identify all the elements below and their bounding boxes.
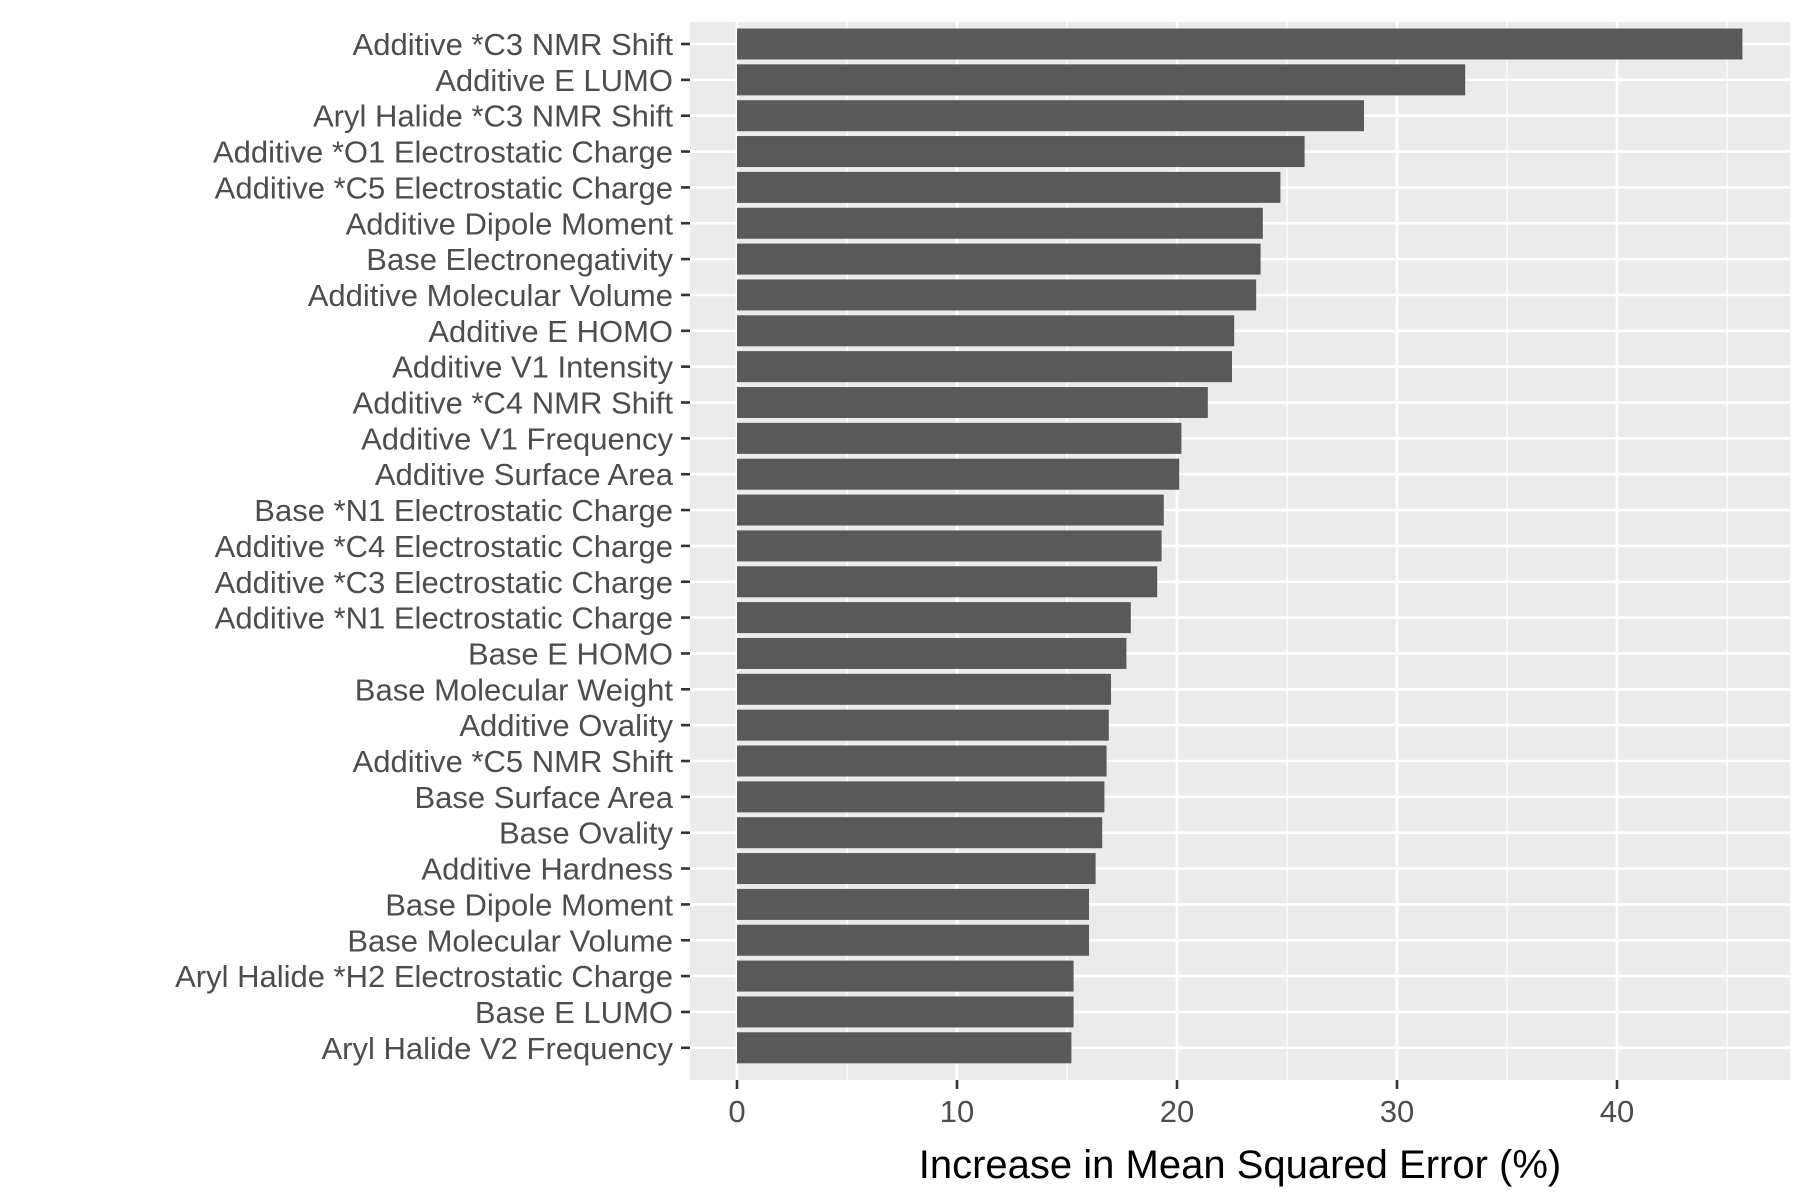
x-axis-title: Increase in Mean Squared Error (%) (919, 1143, 1562, 1187)
bar-22 (737, 781, 1105, 813)
y-tick-label: Base E LUMO (475, 995, 673, 1030)
bar-29 (737, 1032, 1072, 1064)
bar-23 (737, 817, 1103, 849)
bar-18 (737, 637, 1127, 669)
y-tick-label: Additive *C3 Electrostatic Charge (215, 565, 673, 600)
bar-6 (737, 207, 1263, 239)
y-tick-label: Base Electronegativity (366, 242, 673, 277)
y-tick-label: Additive *C3 NMR Shift (353, 27, 674, 62)
y-tick-label: Additive V1 Intensity (392, 350, 673, 385)
bar-28 (737, 996, 1074, 1028)
y-tick-label: Additive *O1 Electrostatic Charge (213, 135, 673, 170)
bar-19 (737, 673, 1111, 705)
x-tick-label: 20 (1160, 1094, 1194, 1129)
bar-21 (737, 745, 1107, 777)
y-tick-label: Additive *C4 NMR Shift (353, 386, 674, 421)
y-tick-label: Base Molecular Volume (347, 923, 673, 958)
x-tick-label: 30 (1380, 1094, 1414, 1129)
y-axis-ticks (681, 42, 690, 1050)
y-tick-label: Base Dipole Moment (385, 887, 673, 922)
bar-12 (737, 422, 1182, 454)
bar-7 (737, 243, 1261, 275)
bar-25 (737, 888, 1089, 920)
y-tick-label: Additive Hardness (421, 852, 673, 887)
bar-2 (737, 64, 1466, 96)
y-tick-label: Additive *C5 NMR Shift (353, 744, 674, 779)
y-tick-label: Base *N1 Electrostatic Charge (254, 493, 673, 528)
bar-13 (737, 458, 1180, 490)
y-tick-label: Additive *N1 Electrostatic Charge (215, 601, 673, 636)
bar-8 (737, 279, 1257, 311)
y-tick-label: Base Molecular Weight (355, 672, 674, 707)
bar-9 (737, 315, 1235, 347)
bar-1 (737, 28, 1743, 60)
bar-24 (737, 853, 1096, 885)
y-tick-label: Additive E LUMO (435, 63, 673, 98)
bar-4 (737, 136, 1305, 168)
y-tick-label: Aryl Halide V2 Frequency (322, 1031, 674, 1066)
bar-11 (737, 387, 1208, 418)
y-tick-label: Additive Surface Area (375, 457, 674, 492)
y-tick-label: Additive Ovality (459, 708, 673, 743)
bar-3 (737, 100, 1364, 132)
y-tick-label: Additive V1 Frequency (361, 421, 673, 456)
y-tick-label: Base Surface Area (415, 780, 674, 815)
y-tick-label: Additive *C5 Electrostatic Charge (215, 170, 673, 205)
y-tick-label: Aryl Halide *H2 Electrostatic Charge (175, 959, 673, 994)
bar-5 (737, 171, 1281, 203)
y-tick-label: Additive Molecular Volume (308, 278, 673, 313)
y-tick-label: Additive Dipole Moment (346, 206, 674, 241)
bars (737, 28, 1743, 1064)
x-tick-label: 0 (728, 1094, 745, 1129)
x-axis-ticks (735, 1080, 1619, 1089)
y-tick-label: Additive *C4 Electrostatic Charge (215, 529, 673, 564)
y-tick-label: Base E HOMO (468, 636, 673, 671)
bar-26 (737, 924, 1089, 956)
x-axis-labels: 0 10 20 30 40 (728, 1094, 1634, 1129)
bar-17 (737, 602, 1131, 634)
x-tick-label: 40 (1600, 1094, 1634, 1129)
y-tick-label: Aryl Halide *C3 NMR Shift (313, 99, 673, 134)
y-tick-label: Base Ovality (499, 816, 674, 851)
bar-15 (737, 530, 1162, 562)
x-tick-label: 10 (940, 1094, 974, 1129)
y-tick-label: Additive E HOMO (428, 314, 673, 349)
bar-20 (737, 709, 1109, 741)
bar-10 (737, 351, 1232, 383)
bar-14 (737, 494, 1164, 526)
bar-27 (737, 960, 1074, 992)
bar-16 (737, 566, 1158, 598)
